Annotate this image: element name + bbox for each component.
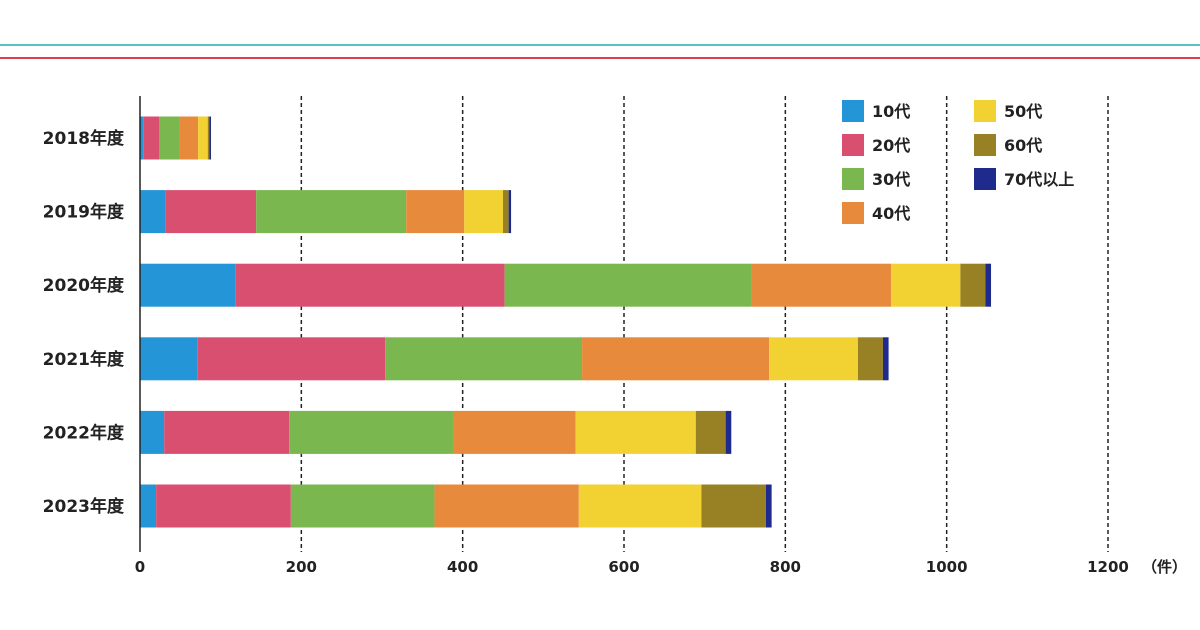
legend-swatch [974, 134, 996, 156]
x-tick-label: 600 [608, 558, 639, 576]
legend-label: 70代以上 [1004, 170, 1074, 189]
legend-swatch [974, 100, 996, 122]
bar-3-series-2 [385, 337, 583, 381]
bar-1-series-4 [464, 190, 503, 234]
bar-1-series-5 [503, 190, 509, 234]
x-tick-label: 800 [770, 558, 801, 576]
bar-3-series-5 [857, 337, 883, 381]
bars [140, 116, 992, 528]
legend-swatch [842, 100, 864, 122]
x-tick-labels: 0 200 400 600 800 1000 1200 [135, 558, 1129, 576]
bar-3-series-0 [140, 337, 198, 381]
bar-0-series-6 [209, 116, 211, 160]
legend: 10代 20代 30代 40代 50代 60代 70代以上 [842, 100, 1074, 224]
bar-5-series-4 [578, 484, 702, 528]
bar-2-series-5 [960, 263, 986, 307]
x-tick-label: 400 [447, 558, 478, 576]
bar-4-series-2 [289, 410, 453, 454]
bar-5-series-6 [765, 484, 772, 528]
bar-5-series-3 [434, 484, 579, 528]
bar-2-series-6 [985, 263, 992, 307]
bar-2-series-0 [140, 263, 236, 307]
bar-0-series-3 [179, 116, 199, 160]
bar-2-series-3 [751, 263, 892, 307]
legend-label: 50代 [1004, 102, 1042, 121]
bar-3-series-3 [582, 337, 770, 381]
category-label: 2023年度 [43, 496, 125, 517]
category-label: 2022年度 [43, 422, 125, 443]
bar-5-series-2 [290, 484, 435, 528]
legend-swatch [842, 168, 864, 190]
legend-swatch [842, 134, 864, 156]
bar-3-series-4 [769, 337, 858, 381]
bar-5-series-0 [140, 484, 157, 528]
bar-1-series-1 [165, 190, 257, 234]
bar-4-series-3 [452, 410, 576, 454]
bar-5-series-5 [701, 484, 766, 528]
bar-4-series-0 [140, 410, 165, 454]
bar-4-series-6 [725, 410, 732, 454]
legend-label: 40代 [872, 204, 910, 223]
bar-2-series-1 [235, 263, 505, 307]
legend-swatch [974, 168, 996, 190]
bar-3-series-1 [197, 337, 386, 381]
bar-0-series-4 [198, 116, 208, 160]
bar-5-series-1 [156, 484, 291, 528]
bar-0-series-2 [159, 116, 180, 160]
category-label: 2019年度 [43, 202, 125, 223]
category-label: 2018年度 [43, 128, 125, 149]
bar-4-series-5 [695, 410, 726, 454]
bar-0-series-5 [207, 116, 210, 160]
legend-label: 60代 [1004, 136, 1042, 155]
x-tick-label: 1000 [926, 558, 968, 576]
x-tick-label: 1200 [1087, 558, 1129, 576]
bar-1-series-6 [508, 190, 512, 234]
bar-2-series-4 [891, 263, 961, 307]
category-labels: 2018年度 2019年度 2020年度 2021年度 2022年度 2023年度 [43, 128, 125, 517]
x-tick-label: 0 [135, 558, 145, 576]
x-tick-label: 200 [286, 558, 317, 576]
bar-2-series-2 [504, 263, 752, 307]
bar-1-series-3 [406, 190, 465, 234]
bar-0-series-1 [143, 116, 160, 160]
legend-label: 10代 [872, 102, 910, 121]
category-label: 2020年度 [43, 275, 125, 296]
bar-0-series-0 [140, 116, 144, 160]
x-unit-label: （件） [1142, 558, 1187, 576]
bar-3-series-6 [882, 337, 889, 381]
legend-label: 30代 [872, 170, 910, 189]
bar-1-series-0 [140, 190, 166, 234]
bar-4-series-1 [164, 410, 290, 454]
bar-4-series-4 [575, 410, 696, 454]
legend-swatch [842, 202, 864, 224]
grid-lines [300, 96, 1109, 552]
bar-1-series-2 [256, 190, 407, 234]
legend-label: 20代 [872, 136, 910, 155]
category-label: 2021年度 [43, 349, 125, 370]
